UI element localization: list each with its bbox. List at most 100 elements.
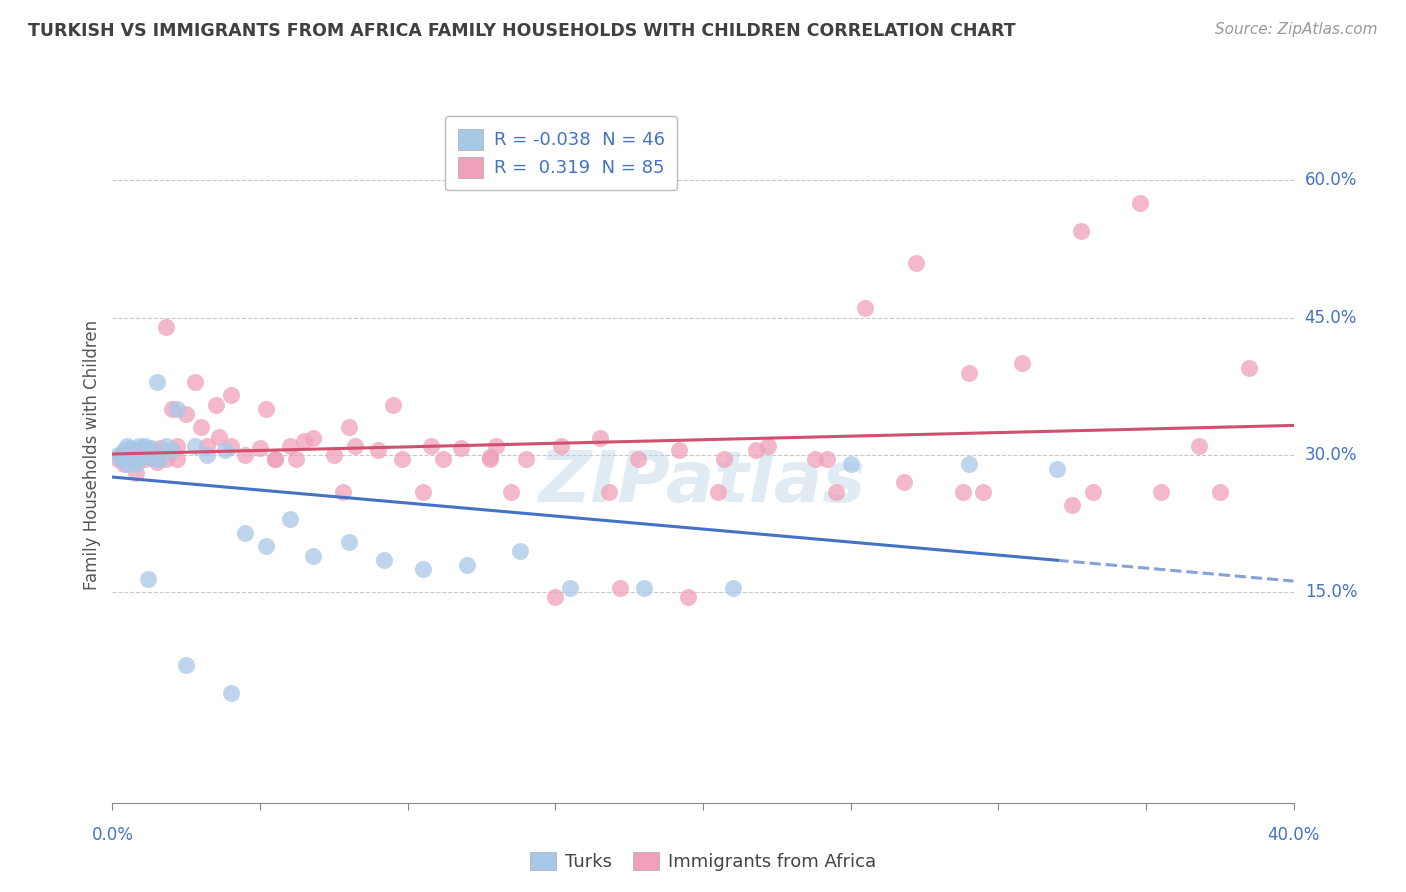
Point [450, 441, 472, 455]
Point [544, 590, 567, 604]
Point [125, 443, 148, 458]
Point [893, 475, 915, 490]
Point [249, 441, 271, 455]
Point [1129, 196, 1152, 211]
Point [706, 484, 728, 499]
Point [292, 434, 315, 449]
Point [264, 452, 287, 467]
Point [128, 439, 150, 453]
Point [588, 432, 610, 446]
Point [146, 448, 169, 462]
Point [1070, 224, 1092, 238]
Point [131, 441, 153, 455]
Point [855, 301, 877, 316]
Point [332, 484, 354, 499]
Point [558, 581, 582, 595]
Text: 60.0%: 60.0% [1305, 171, 1357, 189]
Point [120, 446, 142, 460]
Point [112, 457, 135, 471]
Text: 15.0%: 15.0% [1305, 583, 1357, 601]
Point [515, 452, 537, 467]
Point [367, 443, 389, 458]
Text: 0.0%: 0.0% [91, 826, 134, 844]
Point [373, 553, 395, 567]
Point [233, 448, 256, 462]
Point [713, 452, 735, 467]
Point [1150, 484, 1173, 499]
Point [957, 457, 980, 471]
Point [254, 402, 277, 417]
Point [214, 443, 236, 458]
Point [166, 402, 188, 417]
Point [142, 443, 165, 458]
Legend: Turks, Immigrants from Africa: Turks, Immigrants from Africa [523, 845, 883, 879]
Point [120, 450, 142, 464]
Point [110, 452, 132, 467]
Point [302, 549, 325, 563]
Point [125, 452, 148, 467]
Point [125, 467, 148, 481]
Point [166, 452, 188, 467]
Point [122, 452, 145, 467]
Point [160, 443, 183, 458]
Point [136, 446, 159, 460]
Point [337, 534, 360, 549]
Point [112, 450, 135, 464]
Point [411, 562, 433, 576]
Point [721, 581, 744, 595]
Point [479, 452, 502, 467]
Point [756, 439, 779, 453]
Point [155, 319, 177, 334]
Point [745, 443, 768, 458]
Text: 40.0%: 40.0% [1267, 826, 1320, 844]
Point [149, 441, 172, 455]
Point [1062, 498, 1084, 512]
Point [627, 452, 650, 467]
Point [904, 255, 927, 269]
Point [107, 448, 129, 462]
Point [174, 407, 197, 421]
Text: Source: ZipAtlas.com: Source: ZipAtlas.com [1215, 22, 1378, 37]
Point [117, 457, 138, 471]
Point [205, 398, 228, 412]
Point [128, 448, 150, 462]
Point [278, 512, 301, 526]
Point [633, 581, 655, 595]
Point [479, 450, 502, 464]
Point [134, 439, 156, 453]
Point [343, 439, 366, 453]
Point [456, 558, 478, 572]
Point [1081, 484, 1104, 499]
Point [139, 441, 162, 455]
Point [1239, 361, 1261, 376]
Point [957, 366, 980, 380]
Point [134, 452, 156, 467]
Point [136, 572, 159, 586]
Point [219, 439, 242, 453]
Point [195, 448, 218, 462]
Point [131, 443, 153, 458]
Point [155, 439, 177, 453]
Point [432, 452, 454, 467]
Point [501, 484, 523, 499]
Point [136, 448, 159, 462]
Point [219, 686, 242, 700]
Y-axis label: Family Households with Children: Family Households with Children [83, 320, 101, 590]
Point [139, 450, 162, 464]
Point [254, 540, 277, 554]
Point [824, 484, 846, 499]
Point [149, 452, 172, 467]
Point [184, 375, 207, 389]
Point [420, 439, 443, 453]
Point [391, 452, 413, 467]
Point [142, 452, 165, 467]
Point [302, 432, 325, 446]
Point [1011, 356, 1033, 370]
Point [120, 452, 142, 467]
Point [485, 439, 508, 453]
Point [122, 448, 145, 462]
Point [1208, 484, 1232, 499]
Point [509, 544, 531, 558]
Point [125, 457, 148, 471]
Point [598, 484, 620, 499]
